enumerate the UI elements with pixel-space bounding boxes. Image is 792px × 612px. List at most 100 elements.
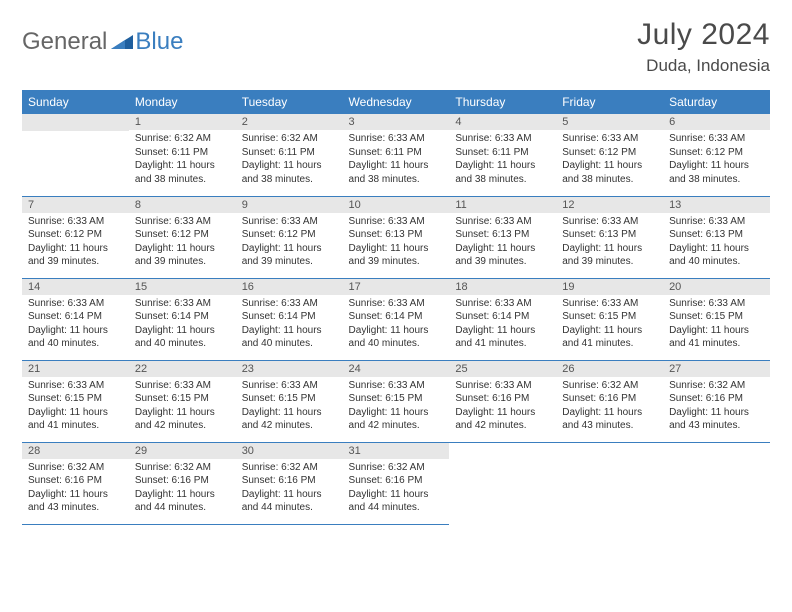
sunrise-text: Sunrise: 6:33 AM: [349, 215, 444, 229]
day-number: 4: [449, 114, 556, 130]
day-number: 1: [129, 114, 236, 130]
day-details: Sunrise: 6:33 AMSunset: 6:12 PMDaylight:…: [663, 130, 770, 190]
logo: General Blue: [22, 28, 183, 56]
sunset-text: Sunset: 6:12 PM: [669, 146, 764, 160]
sunrise-text: Sunrise: 6:33 AM: [349, 132, 444, 146]
calendar-header-row: SundayMondayTuesdayWednesdayThursdayFrid…: [22, 90, 770, 114]
day-number: 7: [22, 197, 129, 213]
sunrise-text: Sunrise: 6:33 AM: [455, 297, 550, 311]
daylight-text: Daylight: 11 hours and 40 minutes.: [669, 242, 764, 269]
calendar-cell: 9Sunrise: 6:33 AMSunset: 6:12 PMDaylight…: [236, 196, 343, 278]
sunset-text: Sunset: 6:16 PM: [562, 392, 657, 406]
daylight-text: Daylight: 11 hours and 44 minutes.: [242, 488, 337, 515]
daylight-text: Daylight: 11 hours and 38 minutes.: [135, 159, 230, 186]
day-details: Sunrise: 6:33 AMSunset: 6:12 PMDaylight:…: [129, 213, 236, 273]
calendar-cell: 16Sunrise: 6:33 AMSunset: 6:14 PMDayligh…: [236, 278, 343, 360]
sunset-text: Sunset: 6:14 PM: [135, 310, 230, 324]
daylight-text: Daylight: 11 hours and 44 minutes.: [135, 488, 230, 515]
calendar-cell: 24Sunrise: 6:33 AMSunset: 6:15 PMDayligh…: [343, 360, 450, 442]
calendar-body: 1Sunrise: 6:32 AMSunset: 6:11 PMDaylight…: [22, 114, 770, 524]
day-number: 18: [449, 279, 556, 295]
empty-day-bar: [22, 114, 129, 131]
day-details: Sunrise: 6:33 AMSunset: 6:16 PMDaylight:…: [449, 377, 556, 437]
sunrise-text: Sunrise: 6:32 AM: [135, 461, 230, 475]
day-details: Sunrise: 6:33 AMSunset: 6:14 PMDaylight:…: [236, 295, 343, 355]
day-number: 10: [343, 197, 450, 213]
weekday-header: Saturday: [663, 90, 770, 114]
calendar-cell: 15Sunrise: 6:33 AMSunset: 6:14 PMDayligh…: [129, 278, 236, 360]
day-details: Sunrise: 6:33 AMSunset: 6:11 PMDaylight:…: [449, 130, 556, 190]
calendar-cell: 4Sunrise: 6:33 AMSunset: 6:11 PMDaylight…: [449, 114, 556, 196]
sunset-text: Sunset: 6:14 PM: [455, 310, 550, 324]
sunrise-text: Sunrise: 6:33 AM: [135, 297, 230, 311]
sunrise-text: Sunrise: 6:32 AM: [242, 461, 337, 475]
day-details: Sunrise: 6:33 AMSunset: 6:15 PMDaylight:…: [236, 377, 343, 437]
sunset-text: Sunset: 6:13 PM: [455, 228, 550, 242]
calendar-cell: [22, 114, 129, 196]
daylight-text: Daylight: 11 hours and 40 minutes.: [349, 324, 444, 351]
day-details: Sunrise: 6:32 AMSunset: 6:16 PMDaylight:…: [663, 377, 770, 437]
calendar-cell: 3Sunrise: 6:33 AMSunset: 6:11 PMDaylight…: [343, 114, 450, 196]
day-details: Sunrise: 6:33 AMSunset: 6:14 PMDaylight:…: [449, 295, 556, 355]
weekday-header: Sunday: [22, 90, 129, 114]
weekday-header: Friday: [556, 90, 663, 114]
sunrise-text: Sunrise: 6:32 AM: [562, 379, 657, 393]
calendar-cell: 8Sunrise: 6:33 AMSunset: 6:12 PMDaylight…: [129, 196, 236, 278]
weekday-header: Thursday: [449, 90, 556, 114]
calendar-cell: 17Sunrise: 6:33 AMSunset: 6:14 PMDayligh…: [343, 278, 450, 360]
day-details: Sunrise: 6:33 AMSunset: 6:14 PMDaylight:…: [343, 295, 450, 355]
sunset-text: Sunset: 6:16 PM: [455, 392, 550, 406]
logo-triangle-icon: [111, 31, 133, 54]
day-number: 3: [343, 114, 450, 130]
calendar-cell: [449, 442, 556, 524]
day-number: 31: [343, 443, 450, 459]
sunset-text: Sunset: 6:13 PM: [669, 228, 764, 242]
day-details: Sunrise: 6:33 AMSunset: 6:14 PMDaylight:…: [22, 295, 129, 355]
daylight-text: Daylight: 11 hours and 38 minutes.: [349, 159, 444, 186]
day-number: 24: [343, 361, 450, 377]
sunset-text: Sunset: 6:15 PM: [135, 392, 230, 406]
sunset-text: Sunset: 6:16 PM: [349, 474, 444, 488]
calendar-week-row: 14Sunrise: 6:33 AMSunset: 6:14 PMDayligh…: [22, 278, 770, 360]
day-number: 16: [236, 279, 343, 295]
sunrise-text: Sunrise: 6:33 AM: [349, 297, 444, 311]
calendar-cell: 13Sunrise: 6:33 AMSunset: 6:13 PMDayligh…: [663, 196, 770, 278]
sunrise-text: Sunrise: 6:32 AM: [349, 461, 444, 475]
daylight-text: Daylight: 11 hours and 38 minutes.: [242, 159, 337, 186]
month-title: July 2024: [637, 18, 770, 52]
sunset-text: Sunset: 6:16 PM: [242, 474, 337, 488]
calendar-table: SundayMondayTuesdayWednesdayThursdayFrid…: [22, 90, 770, 525]
logo-text-blue: Blue: [135, 28, 183, 56]
title-block: July 2024 Duda, Indonesia: [637, 18, 770, 76]
daylight-text: Daylight: 11 hours and 38 minutes.: [669, 159, 764, 186]
sunrise-text: Sunrise: 6:33 AM: [455, 379, 550, 393]
weekday-header: Monday: [129, 90, 236, 114]
sunset-text: Sunset: 6:12 PM: [28, 228, 123, 242]
sunset-text: Sunset: 6:16 PM: [28, 474, 123, 488]
calendar-week-row: 1Sunrise: 6:32 AMSunset: 6:11 PMDaylight…: [22, 114, 770, 196]
calendar-cell: 31Sunrise: 6:32 AMSunset: 6:16 PMDayligh…: [343, 442, 450, 524]
day-details: Sunrise: 6:32 AMSunset: 6:11 PMDaylight:…: [236, 130, 343, 190]
calendar-week-row: 28Sunrise: 6:32 AMSunset: 6:16 PMDayligh…: [22, 442, 770, 524]
sunrise-text: Sunrise: 6:32 AM: [669, 379, 764, 393]
sunrise-text: Sunrise: 6:33 AM: [28, 215, 123, 229]
sunset-text: Sunset: 6:13 PM: [562, 228, 657, 242]
day-number: 27: [663, 361, 770, 377]
day-number: 21: [22, 361, 129, 377]
calendar-cell: 7Sunrise: 6:33 AMSunset: 6:12 PMDaylight…: [22, 196, 129, 278]
calendar-cell: 11Sunrise: 6:33 AMSunset: 6:13 PMDayligh…: [449, 196, 556, 278]
page-header: General Blue July 2024 Duda, Indonesia: [22, 18, 770, 76]
sunrise-text: Sunrise: 6:33 AM: [669, 297, 764, 311]
sunset-text: Sunset: 6:16 PM: [135, 474, 230, 488]
sunrise-text: Sunrise: 6:33 AM: [669, 215, 764, 229]
day-number: 28: [22, 443, 129, 459]
day-details: Sunrise: 6:33 AMSunset: 6:12 PMDaylight:…: [236, 213, 343, 273]
day-details: Sunrise: 6:32 AMSunset: 6:11 PMDaylight:…: [129, 130, 236, 190]
sunset-text: Sunset: 6:12 PM: [242, 228, 337, 242]
calendar-week-row: 21Sunrise: 6:33 AMSunset: 6:15 PMDayligh…: [22, 360, 770, 442]
day-details: Sunrise: 6:33 AMSunset: 6:12 PMDaylight:…: [22, 213, 129, 273]
day-details: Sunrise: 6:33 AMSunset: 6:13 PMDaylight:…: [449, 213, 556, 273]
sunrise-text: Sunrise: 6:33 AM: [562, 297, 657, 311]
daylight-text: Daylight: 11 hours and 40 minutes.: [242, 324, 337, 351]
daylight-text: Daylight: 11 hours and 42 minutes.: [242, 406, 337, 433]
